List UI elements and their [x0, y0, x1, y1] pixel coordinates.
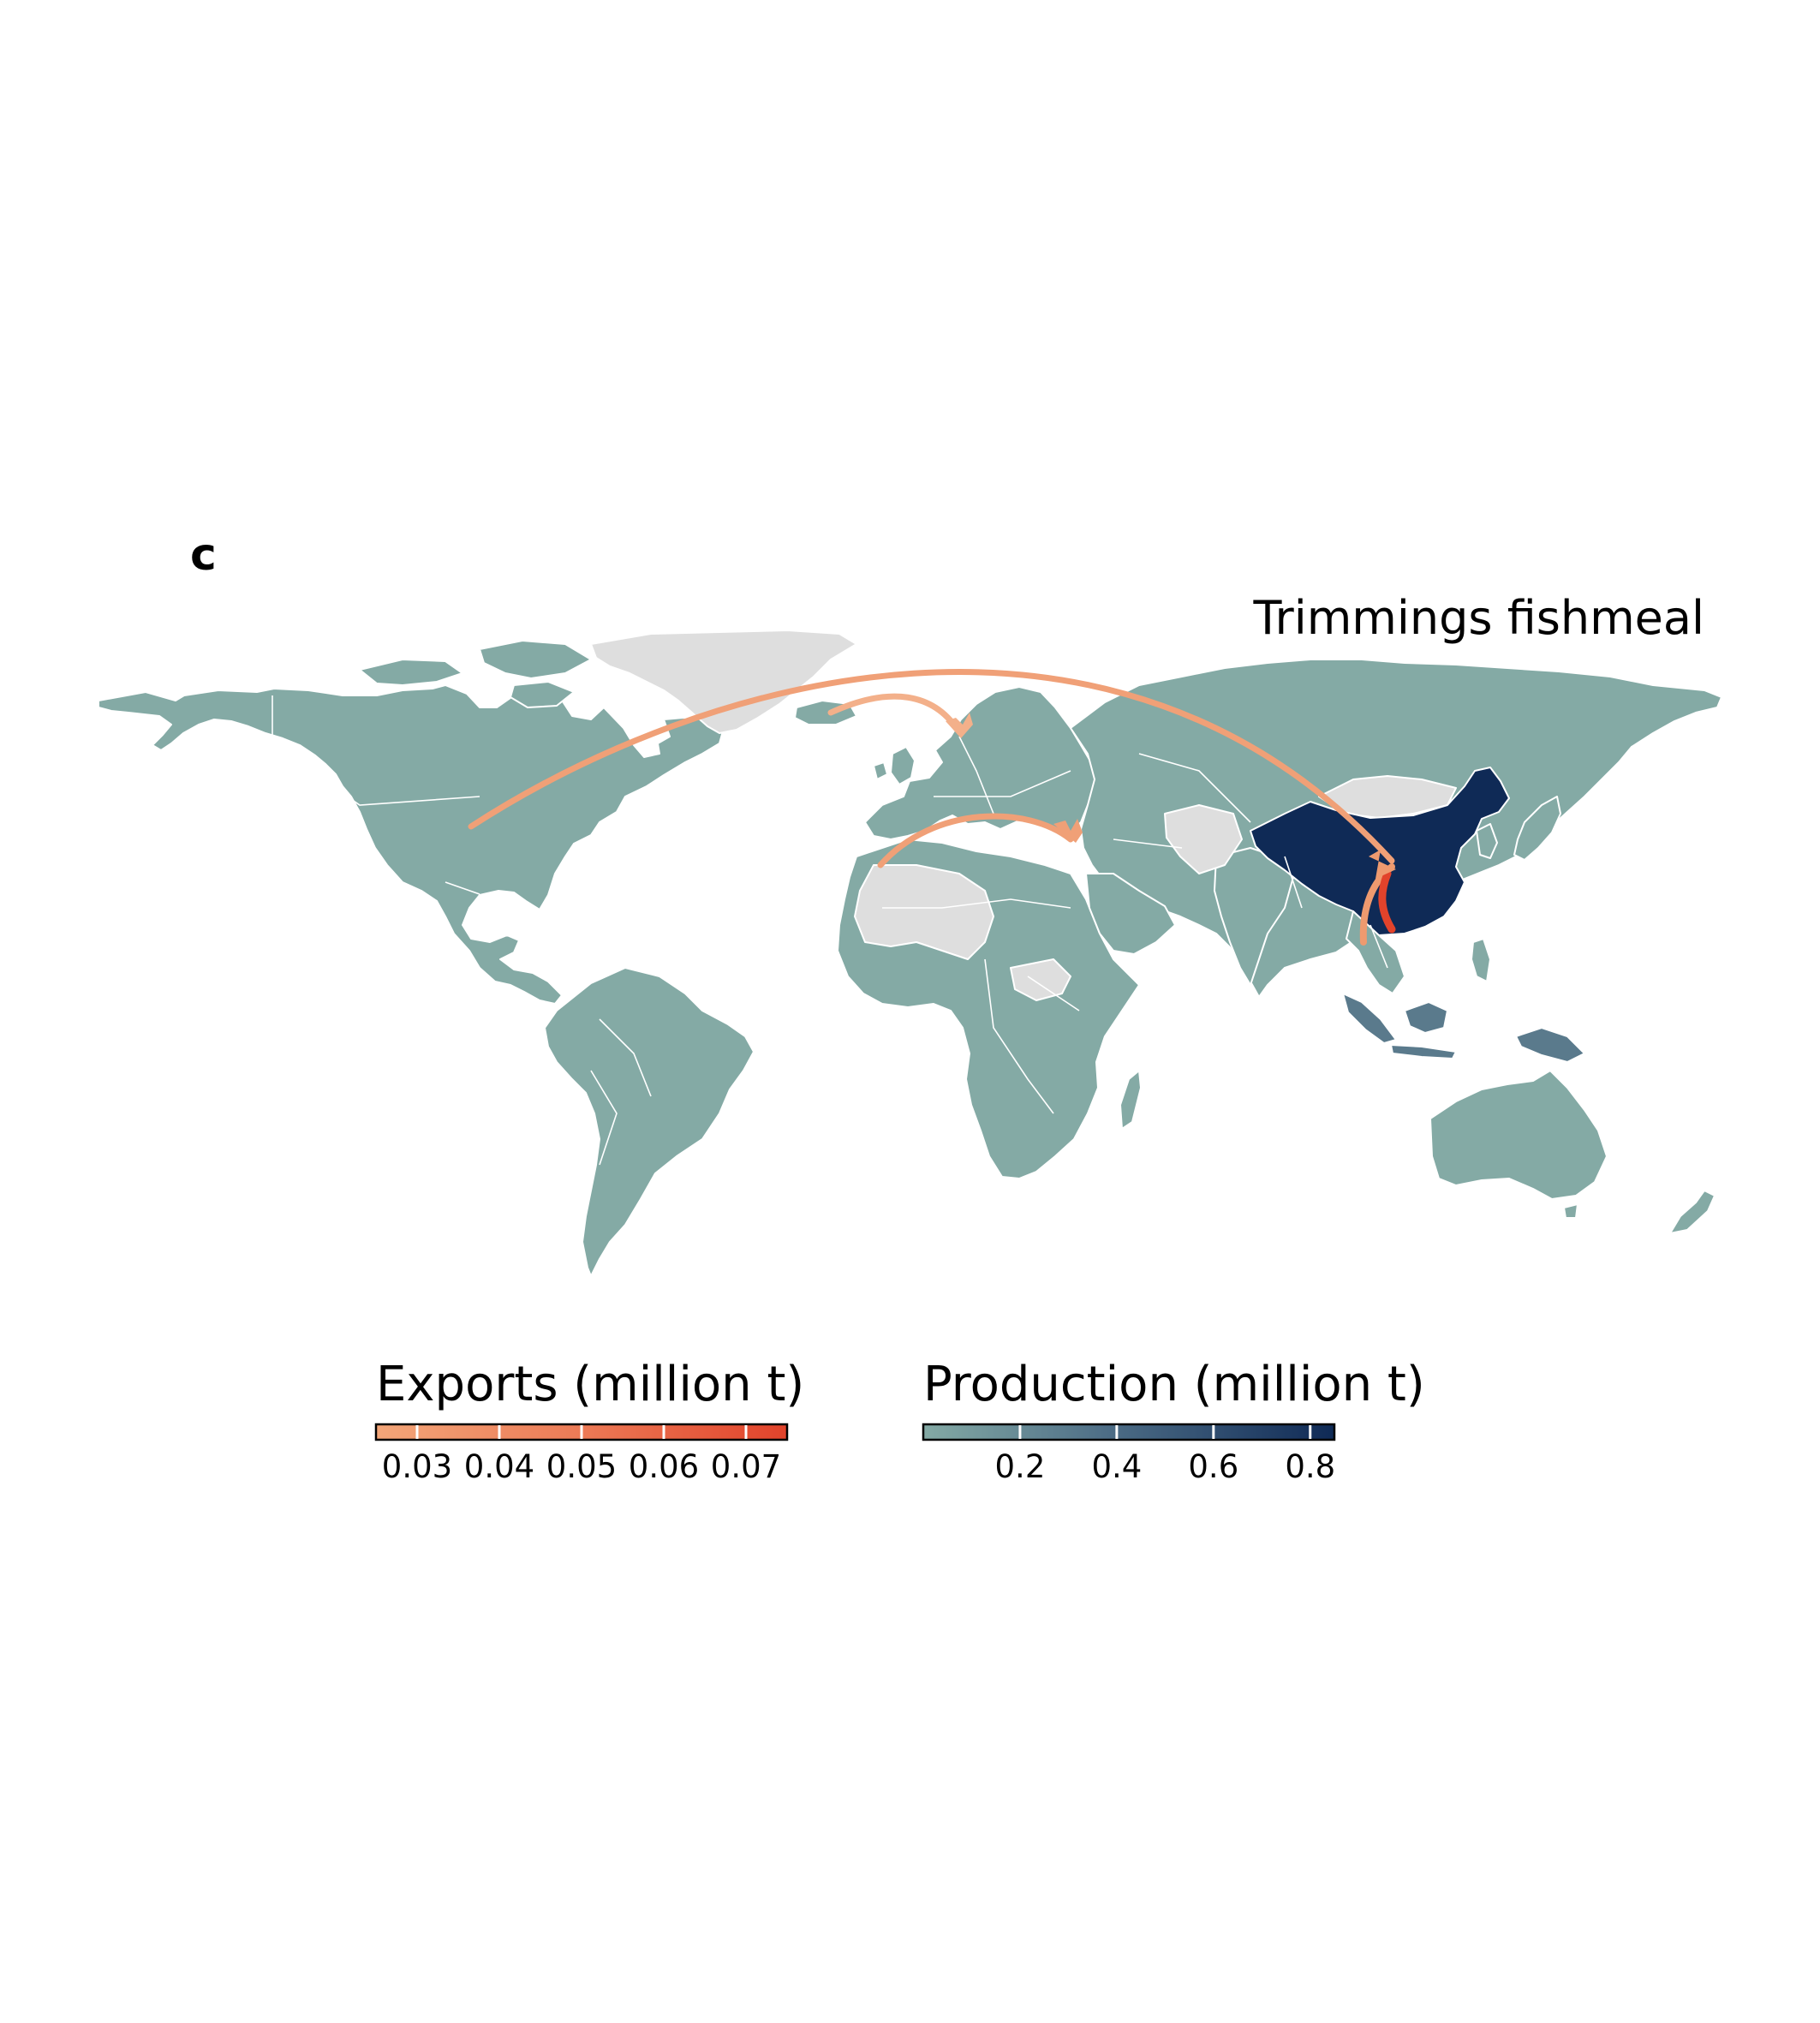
- map-title: Trimmings fishmeal: [1252, 591, 1704, 645]
- legend-production-ticks: 0.2 0.4 0.6 0.8: [995, 1425, 1335, 1485]
- land-korea: [1476, 823, 1498, 859]
- flow-vietnam-china: [1378, 869, 1396, 934]
- legend-exports-tick-label: 0.03: [382, 1448, 452, 1485]
- land-south-america: [544, 967, 755, 1277]
- legend-exports: Exports (million t) 0.03 0.04 0.05 0.06 0.07: [374, 1357, 804, 1485]
- legend-production-title: Production (million t): [923, 1357, 1425, 1412]
- land-philippines: [1471, 938, 1491, 982]
- land-sumatra: [1342, 993, 1397, 1044]
- land-borneo: [1404, 1001, 1448, 1034]
- legend-production: Production (million t) 0.2 0.4 0.6 0.8: [922, 1357, 1425, 1485]
- country-borders: [272, 695, 1388, 1166]
- legend-exports-tick-label: 0.07: [711, 1448, 781, 1485]
- land-central-asia-no-data: [1164, 804, 1243, 874]
- land-uk-ireland: [873, 746, 916, 785]
- legend-production-tick-label: 0.8: [1285, 1448, 1335, 1485]
- legend-exports-title: Exports (million t): [376, 1357, 804, 1412]
- legend-production-tick-label: 0.4: [1091, 1448, 1142, 1485]
- land-africa-no-data-2: [1010, 958, 1071, 1001]
- legend-exports-ticks: 0.03 0.04 0.05 0.06 0.07: [382, 1425, 781, 1485]
- land-greenland: [590, 630, 857, 734]
- flow-iceland-norway: [827, 693, 961, 733]
- land-north-america: [98, 684, 725, 1005]
- legend-exports-tick-label: 0.06: [629, 1448, 699, 1485]
- flow-usa-china: [468, 669, 1395, 864]
- land-australia: [1429, 1070, 1608, 1200]
- land-madagascar: [1119, 1070, 1142, 1130]
- panel-letter: c: [190, 529, 217, 581]
- land-africa-no-data: [854, 864, 994, 960]
- legend-production-colorbar: [922, 1423, 1336, 1441]
- arrowhead-turkey: [1053, 819, 1083, 843]
- land-tasmania: [1563, 1203, 1578, 1219]
- flow-morocco-turkey: [877, 813, 1074, 868]
- export-flows: [468, 669, 1396, 946]
- legend-production-tick-label: 0.2: [995, 1448, 1046, 1485]
- legend-production-tick-label: 0.6: [1188, 1448, 1238, 1485]
- legend-exports-tick-label: 0.05: [546, 1448, 617, 1485]
- world-map: [98, 630, 1722, 1277]
- land-new-guinea: [1515, 1027, 1585, 1063]
- land-java: [1390, 1044, 1457, 1059]
- arrowhead-china: [1369, 850, 1396, 879]
- legend-exports-tick-label: 0.04: [464, 1448, 534, 1485]
- arrowhead-norway: [946, 713, 973, 738]
- land-japan: [1513, 796, 1561, 861]
- land-arctic-islands: [359, 640, 592, 708]
- land-new-zealand: [1669, 1190, 1716, 1234]
- land-arabia: [1085, 873, 1176, 955]
